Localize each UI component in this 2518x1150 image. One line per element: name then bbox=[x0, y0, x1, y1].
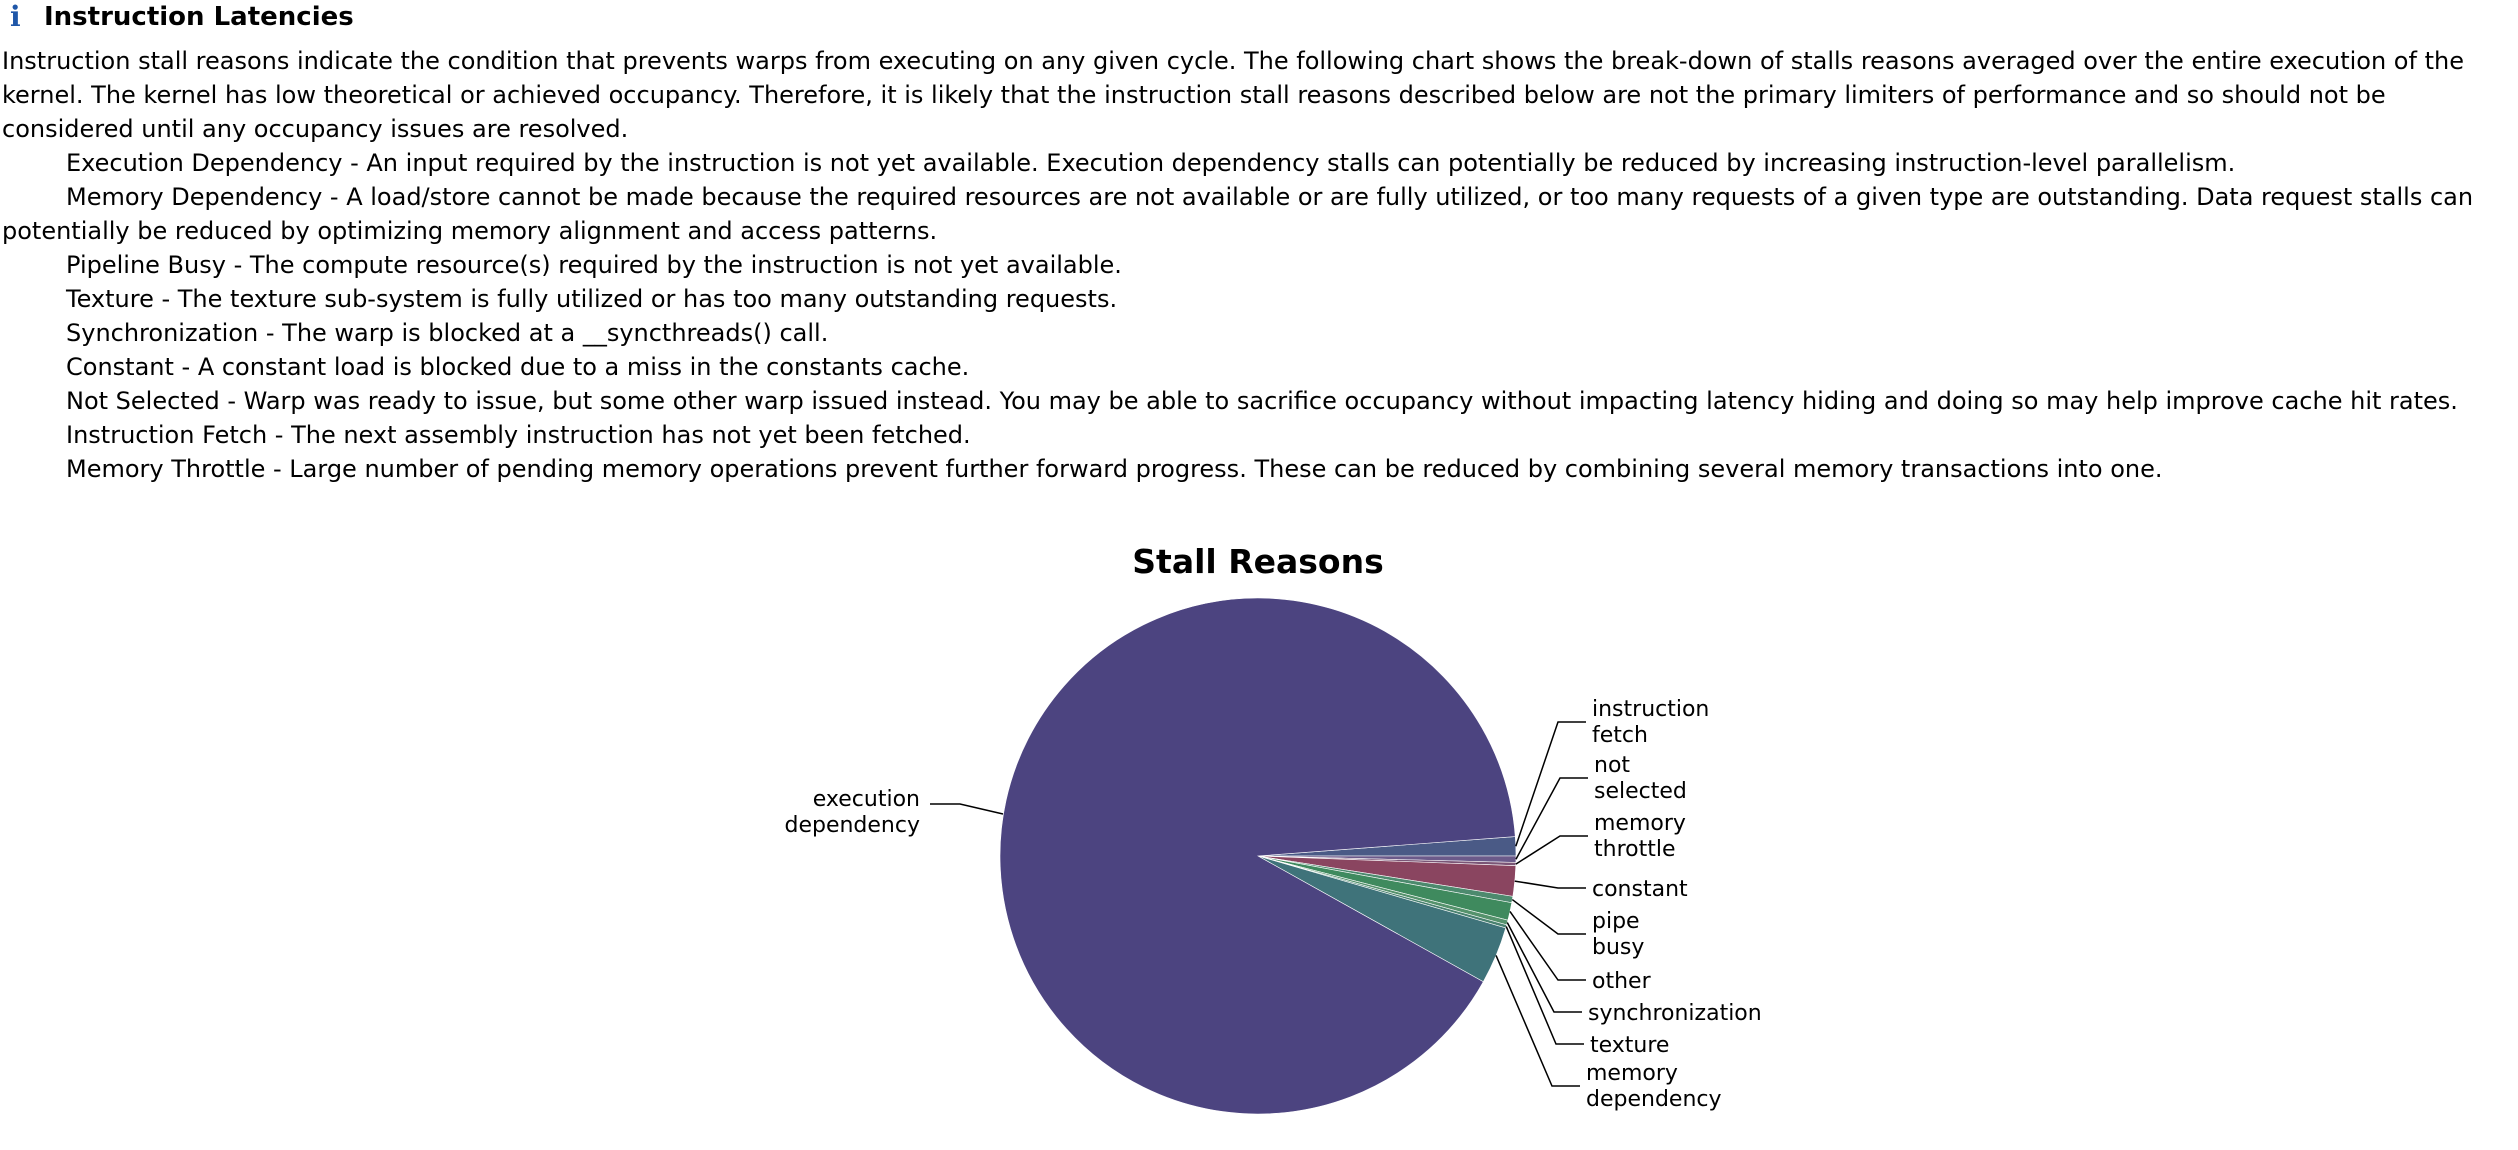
chart-title: Stall Reasons bbox=[1132, 542, 1383, 581]
pie-label-texture: texture bbox=[1590, 1033, 1669, 1058]
pie-leader-synchronization bbox=[1506, 922, 1582, 1013]
pie-label-other: other bbox=[1592, 969, 1652, 994]
reason-not-selected: Not Selected - Warp was ready to issue, … bbox=[66, 387, 2458, 415]
section-title: Instruction Latencies bbox=[44, 2, 354, 32]
reason-pipeline-busy: Pipeline Busy - The compute resource(s) … bbox=[66, 251, 1122, 279]
pie-label-memory-dependency: memory dependency bbox=[1586, 1061, 1722, 1112]
pie-leader-pipe-busy bbox=[1511, 898, 1586, 935]
pie-slices bbox=[999, 597, 1517, 1115]
reason-synchronization: Synchronization - The warp is blocked at… bbox=[66, 319, 829, 347]
pie-label-not-selected: not selected bbox=[1594, 753, 1687, 804]
stall-reason-list: Execution Dependency - An input required… bbox=[2, 146, 2502, 486]
pie-label-instruction-fetch: instruction fetch bbox=[1592, 697, 1709, 748]
pie-leader-other bbox=[1509, 911, 1586, 981]
section-header: i Instruction Latencies bbox=[0, 0, 2518, 36]
pie-label-constant: constant bbox=[1592, 877, 1688, 902]
pie-leader-memory-throttle bbox=[1515, 835, 1588, 865]
reason-texture: Texture - The texture sub-system is full… bbox=[66, 285, 1118, 313]
pie-leader-execution-dependency bbox=[930, 803, 1004, 815]
pie-leader-instruction-fetch bbox=[1515, 721, 1586, 847]
reason-execution-dependency: Execution Dependency - An input required… bbox=[66, 149, 2236, 177]
pie-label-pipe-busy: pipe busy bbox=[1592, 909, 1644, 960]
pie-leader-not-selected bbox=[1515, 777, 1588, 860]
reason-instruction-fetch: Instruction Fetch - The next assembly in… bbox=[66, 421, 971, 449]
pie-leader-texture bbox=[1505, 926, 1584, 1045]
reason-constant: Constant - A constant load is blocked du… bbox=[66, 353, 970, 381]
pie-leader-constant bbox=[1514, 880, 1586, 889]
pie-slice-execution-dependency bbox=[999, 597, 1516, 1115]
pie-label-execution-dependency: execution dependency bbox=[784, 787, 920, 838]
section-description: Instruction stall reasons indicate the c… bbox=[2, 47, 2464, 143]
info-icon: i bbox=[10, 0, 21, 33]
pie-label-memory-throttle: memory throttle bbox=[1594, 811, 1686, 862]
pie-leader-memory-dependency bbox=[1495, 955, 1580, 1087]
pie-label-synchronization: synchronization bbox=[1588, 1001, 1762, 1026]
pie-leader-lines bbox=[930, 721, 1588, 1087]
reason-memory-throttle: Memory Throttle - Large number of pendin… bbox=[66, 455, 2163, 483]
reason-memory-dependency: Memory Dependency - A load/store cannot … bbox=[2, 183, 2474, 245]
